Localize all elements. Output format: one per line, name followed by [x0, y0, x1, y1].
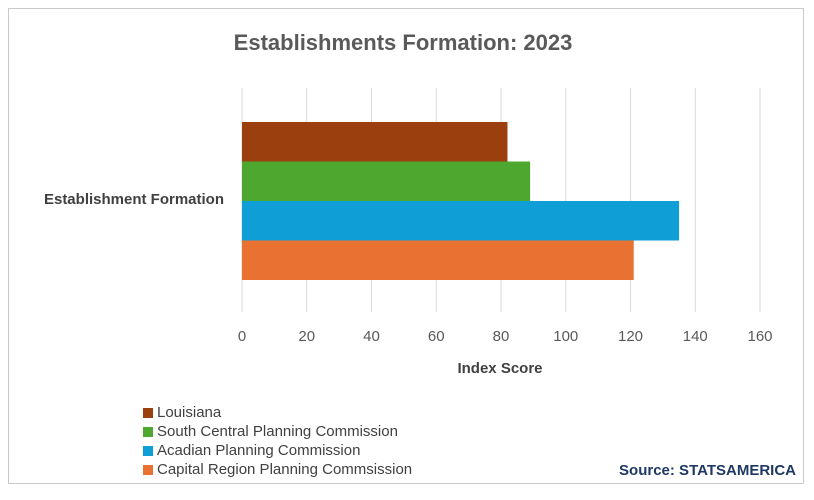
bar-3 — [242, 201, 680, 241]
bars — [242, 122, 680, 280]
chart-title: Establishments Formation: 2023 — [234, 30, 573, 55]
legend-item: Acadian Planning Commission — [143, 441, 412, 460]
legend-label: Louisiana — [157, 404, 222, 421]
bar-2 — [242, 161, 531, 201]
legend-label: South Central Planning Commission — [157, 423, 398, 440]
x-axis-ticks: 0 20 40 60 80 100 120 140 160 — [238, 328, 773, 345]
x-tick-label: 120 — [618, 328, 643, 345]
legend-item: Capital Region Planning Commsission — [143, 460, 412, 479]
legend-item: South Central Planning Commission — [143, 422, 412, 441]
x-tick-label: 0 — [238, 328, 246, 345]
legend-swatch — [143, 426, 153, 437]
x-tick-label: 80 — [493, 328, 510, 345]
legend-label: Acadian Planning Commission — [157, 442, 361, 459]
bar-1 — [242, 122, 508, 162]
x-tick-label: 40 — [363, 328, 380, 345]
legend-item: Louisiana — [143, 403, 412, 422]
legend-swatch — [143, 464, 153, 475]
x-tick-label: 60 — [428, 328, 445, 345]
x-tick-label: 20 — [298, 328, 315, 345]
source-label: Source: STATSAMERICA — [619, 462, 796, 479]
legend-label: Capital Region Planning Commsission — [157, 461, 413, 478]
legend-swatch — [143, 445, 153, 456]
x-tick-label: 160 — [747, 328, 772, 345]
legend: Louisiana South Central Planning Commissi… — [143, 403, 412, 479]
legend-swatch — [143, 407, 153, 418]
x-tick-label: 140 — [683, 328, 708, 345]
category-label: Establishment Formation — [44, 191, 224, 208]
x-tick-label: 100 — [553, 328, 578, 345]
x-axis-title: Index Score — [457, 360, 542, 377]
bar-4 — [242, 240, 634, 280]
